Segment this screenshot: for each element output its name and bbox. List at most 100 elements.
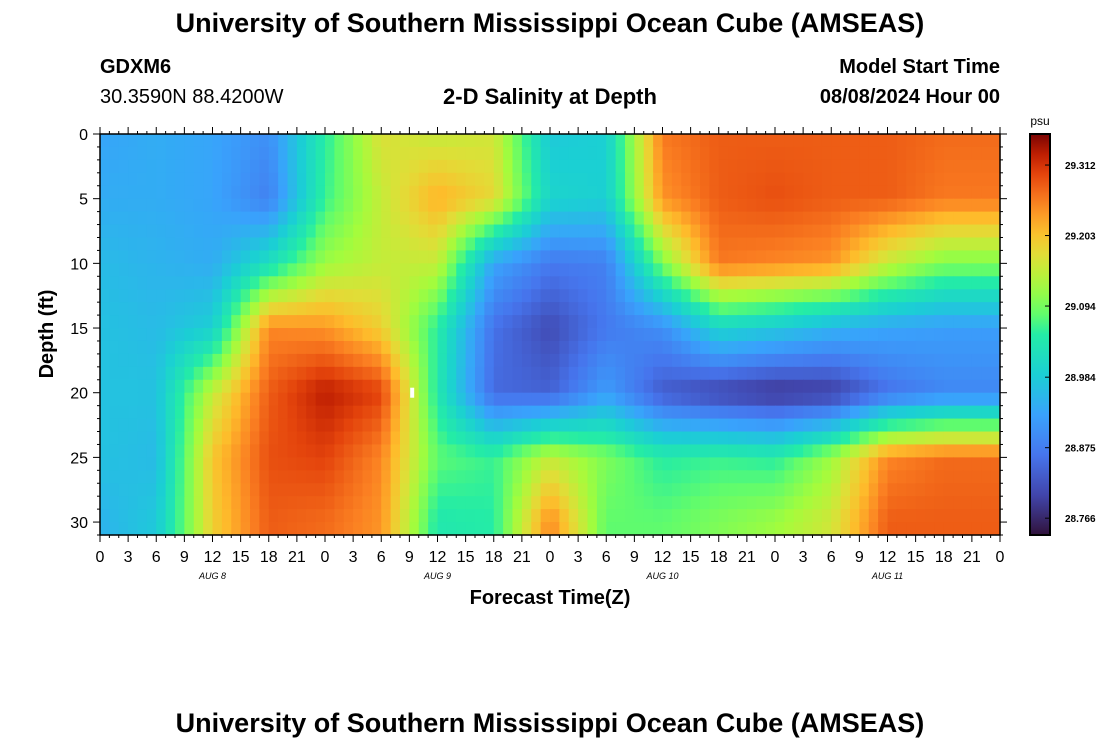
heatmap-cell <box>962 483 973 497</box>
heatmap-cell <box>100 444 110 458</box>
heatmap-cell <box>334 172 345 187</box>
heatmap-cell <box>756 237 767 252</box>
heatmap-cell <box>709 509 720 523</box>
heatmap-cell <box>793 392 804 407</box>
chart-subtitle: 2-D Salinity at Depth <box>443 84 657 109</box>
heatmap-cell <box>934 146 945 161</box>
heatmap-cell <box>821 146 832 161</box>
heatmap-cell <box>268 366 279 381</box>
heatmap-cell <box>718 250 729 264</box>
heatmap-cell <box>803 483 814 497</box>
heatmap-cell <box>662 315 673 329</box>
heatmap-cell <box>718 185 729 200</box>
heatmap-cell <box>653 496 664 510</box>
heatmap-cell <box>137 457 148 471</box>
heatmap-cell <box>315 237 326 252</box>
heatmap-cell <box>971 328 982 342</box>
heatmap-cell <box>475 146 485 161</box>
heatmap-cell <box>906 302 917 316</box>
heatmap-cell <box>315 353 326 368</box>
heatmap-cell <box>203 496 214 510</box>
heatmap-cell <box>831 185 842 200</box>
heatmap-cell <box>906 483 917 497</box>
heatmap-cell <box>784 263 795 277</box>
heatmap-cell <box>146 431 157 446</box>
heatmap-cell <box>821 418 832 433</box>
heatmap-cell <box>128 263 139 277</box>
heatmap-cell <box>325 250 335 264</box>
heatmap-cell <box>737 172 748 187</box>
heatmap-cell <box>512 418 523 433</box>
heatmap-cell <box>596 146 607 161</box>
heatmap-cell <box>859 405 870 420</box>
heatmap-cell <box>334 185 345 200</box>
heatmap-cell <box>756 522 767 536</box>
heatmap-cell <box>278 146 289 161</box>
heatmap-cell <box>306 159 317 174</box>
heatmap-cell <box>268 444 279 458</box>
heatmap-cell <box>259 470 270 484</box>
heatmap-cell <box>765 159 776 174</box>
heatmap-cell <box>475 250 485 264</box>
heatmap-cell <box>512 134 523 148</box>
heatmap-cell <box>615 328 626 342</box>
heatmap-cell <box>296 509 307 523</box>
heatmap-cell <box>118 315 129 329</box>
heatmap-cell <box>193 302 204 316</box>
heatmap-cell <box>184 522 195 536</box>
heatmap-cell <box>371 224 382 239</box>
heatmap-cell <box>400 198 410 213</box>
heatmap-cell <box>465 146 476 161</box>
heatmap-cell <box>990 185 1001 200</box>
heatmap-cell <box>475 159 485 174</box>
heatmap-cell <box>456 340 467 355</box>
heatmap-cell <box>362 470 373 484</box>
heatmap-cell <box>671 224 682 239</box>
heatmap-cell <box>409 263 420 277</box>
heatmap-cell <box>990 431 1001 446</box>
heatmap-cell <box>221 431 232 446</box>
heatmap-cell <box>859 237 870 252</box>
heatmap-cell <box>475 302 485 316</box>
heatmap-cell <box>568 146 579 161</box>
heatmap-cell <box>859 289 870 303</box>
heatmap-cell <box>943 392 954 407</box>
heatmap-cell <box>578 328 589 342</box>
heatmap-cell <box>896 276 907 290</box>
heatmap-cell <box>531 198 542 213</box>
heatmap-cell <box>671 134 682 148</box>
heatmap-cell <box>653 509 664 523</box>
heatmap-cell <box>643 353 654 368</box>
heatmap-cell <box>896 315 907 329</box>
heatmap-cell <box>278 431 289 446</box>
heatmap-cell <box>343 172 354 187</box>
heatmap-cell <box>550 340 560 355</box>
heatmap-cell <box>915 457 926 471</box>
heatmap-cell <box>615 224 626 239</box>
heatmap-cell <box>793 263 804 277</box>
salinity-heatmap-chart: 0 3 6 9 12 15 18 21 0 3 6 9 12 15 18 21 0 3 6 9 12 15 18 21 0 3 6 9… <box>36 114 1096 609</box>
heatmap-cell <box>278 263 289 277</box>
heatmap-cell <box>990 211 1001 226</box>
heatmap-cell <box>109 237 120 252</box>
heatmap-cell <box>475 444 485 458</box>
heatmap-cell <box>831 172 842 187</box>
heatmap-cell <box>259 224 270 239</box>
heatmap-cell <box>953 431 964 446</box>
heatmap-cell <box>606 470 617 484</box>
heatmap-cell <box>475 237 485 252</box>
heatmap-cell <box>428 159 439 174</box>
y-tick-label: 5 <box>79 192 88 209</box>
heatmap-cell <box>906 340 917 355</box>
heatmap-cell <box>765 250 776 264</box>
heatmap-cell <box>803 211 814 226</box>
heatmap-cell <box>812 379 823 394</box>
heatmap-cell <box>953 405 964 420</box>
heatmap-cell <box>587 366 598 381</box>
heatmap-cell <box>812 328 823 342</box>
heatmap-cell <box>850 276 860 290</box>
heatmap-cell <box>578 457 589 471</box>
heatmap-cell <box>887 522 898 536</box>
heatmap-cell <box>559 146 570 161</box>
heatmap-cell <box>240 444 251 458</box>
